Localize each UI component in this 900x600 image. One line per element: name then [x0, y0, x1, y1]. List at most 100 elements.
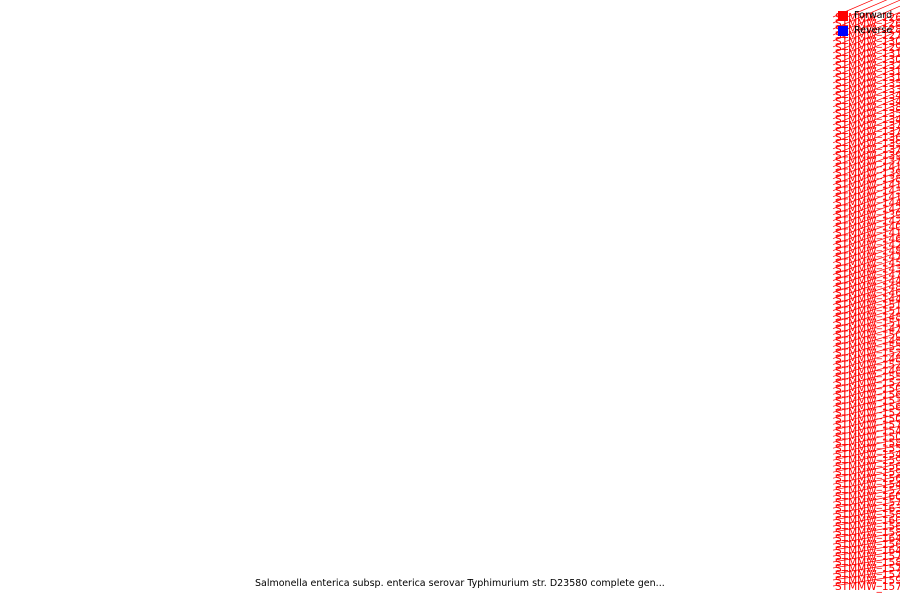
forward-gene-label[interactable]: STMMW_15901 [835, 455, 900, 467]
forward-gene-label[interactable]: STMMW_15001 [835, 329, 900, 341]
forward-gene-label[interactable]: STMMW_14141 [835, 162, 900, 174]
forward-gene-label[interactable]: STMMW_16091 [835, 515, 900, 527]
forward-gene-label[interactable]: STMMW_13031 [835, 54, 900, 66]
forward-gene-label[interactable]: STMMW_13621 [835, 132, 900, 144]
forward-gene-label[interactable]: STMMW_13911 [835, 150, 900, 162]
forward-gene-label[interactable]: STMMW_15461 [835, 479, 900, 491]
forward-gene-label[interactable]: STMMW_15741 [835, 419, 900, 431]
forward-gene-label[interactable]: STMMW_15701 [835, 551, 900, 563]
forward-gene-label[interactable]: STMMW_15851 [835, 437, 900, 449]
forward-gene-label[interactable]: STMMW_15271 [835, 377, 900, 389]
forward-gene-label[interactable]: STMMW_15121 [835, 306, 900, 318]
forward-gene-label[interactable]: STMMW_15291 [835, 485, 900, 497]
forward-gene-label[interactable]: STMMW_14151 [835, 180, 900, 192]
forward-gene-label[interactable]: STMMW_14261 [835, 240, 900, 252]
forward-gene-label[interactable]: STMMW_15521 [835, 371, 900, 383]
forward-gene-label[interactable]: STMMW_12801 [835, 24, 900, 36]
forward-gene-label[interactable]: STMMW_13731 [835, 126, 900, 138]
forward-gene-label[interactable]: STMMW_14871 [835, 282, 900, 294]
forward-gene-label[interactable]: STMMW_13981 [835, 210, 900, 222]
forward-gene-label[interactable]: STMMW_14421 [835, 276, 900, 288]
forward-gene-label[interactable]: STMMW_13471 [835, 114, 900, 126]
forward-gene-label[interactable]: STMMW_15081 [835, 431, 900, 443]
forward-gene-label[interactable]: STMMW_15401 [835, 449, 900, 461]
forward-gene-label[interactable]: STMMW_15821 [835, 509, 900, 521]
forward-gene-label[interactable]: STMMW_14801 [835, 335, 900, 347]
forward-gene-label[interactable]: STMMW_15621 [835, 539, 900, 551]
forward-gene-label[interactable]: STMMW_14201 [835, 204, 900, 216]
forward-gene-label[interactable]: STMMW_15611 [835, 389, 900, 401]
forward-gene-label[interactable]: STMMW_12651 [835, 18, 900, 30]
forward-gene-label[interactable]: STMMW_15241 [835, 407, 900, 419]
forward-gene-label[interactable]: STMMW_14761 [835, 324, 900, 336]
forward-gene-label[interactable]: STMMW_15711 [835, 563, 900, 575]
forward-gene-label[interactable]: STMMW_13121 [835, 48, 900, 60]
forward-gene-label[interactable]: STMMW_14821 [835, 353, 900, 365]
forward-gene-label[interactable]: STMMW_13211 [835, 60, 900, 72]
forward-gene-label[interactable]: STMMW_13401 [835, 96, 900, 108]
forward-gene-label[interactable]: STMMW_13921 [835, 138, 900, 150]
forward-gene-label[interactable]: STMMW_14701 [835, 252, 900, 264]
forward-gene-label[interactable]: STMMW_13801 [835, 174, 900, 186]
forward-gene-label[interactable]: STMMW_15881 [835, 557, 900, 569]
forward-gene-label[interactable]: STMMW_14361 [835, 186, 900, 198]
forward-gene-label[interactable]: STMMW_15011 [835, 413, 900, 425]
forward-gene-label[interactable]: STMMW_14531 [835, 258, 900, 270]
forward-gene-label[interactable]: STMMW_14171 [835, 228, 900, 240]
forward-gene-label[interactable]: STMMW_15391 [835, 395, 900, 407]
forward-gene-label[interactable]: STMMW_15041 [835, 383, 900, 395]
forward-gene-label[interactable]: STMMW_15981 [835, 575, 900, 587]
forward-gene-label[interactable]: STMMW_14791 [835, 270, 900, 282]
forward-gene-label[interactable]: STMMW_13711 [835, 120, 900, 132]
forward-gene-label[interactable]: STMMW_14891 [835, 312, 900, 324]
forward-gene-label[interactable]: STMMW_15591 [835, 443, 900, 455]
legend-reverse: Reverse [838, 23, 892, 38]
forward-gene-label[interactable]: STMMW_13511 [835, 78, 900, 90]
forward-swatch [838, 10, 848, 21]
forward-gene-label[interactable]: STMMW_15511 [835, 341, 900, 353]
forward-gene-label[interactable]: STMMW_16371 [835, 503, 900, 515]
forward-gene-label[interactable]: STMMW_14691 [835, 288, 900, 300]
forward-gene-label[interactable]: STMMW_15721 [835, 569, 900, 581]
forward-gene-label[interactable]: STMMW_13101 [835, 66, 900, 78]
forward-gene-label[interactable]: STMMW_16491 [835, 545, 900, 557]
forward-gene-label[interactable]: STMMW_12781 [835, 30, 900, 42]
forward-gene-label[interactable]: STMMW_15681 [835, 473, 900, 485]
gene-labels: STMMW_13281STMMW_13161STMMW_12961STMMW_1… [835, 12, 900, 593]
forward-gene-label[interactable]: STMMW_16471 [835, 533, 900, 545]
forward-gene-label[interactable]: STMMW_15971 [835, 467, 900, 479]
forward-gene-label[interactable]: STMMW_14051 [835, 222, 900, 234]
forward-gene-label[interactable]: STMMW_15261 [835, 359, 900, 371]
forward-gene-label[interactable]: STMMW_14491 [835, 294, 900, 306]
forward-gene-label[interactable]: STMMW_13791 [835, 144, 900, 156]
forward-gene-label[interactable]: STMMW_13051 [835, 36, 900, 48]
forward-gene-label[interactable]: STMMW_15731 [835, 581, 900, 593]
forward-gene-label[interactable]: STMMW_14881 [835, 246, 900, 258]
forward-gene-label[interactable]: STMMW_13721 [835, 156, 900, 168]
forward-gene-label[interactable]: STMMW_15861 [835, 527, 900, 539]
forward-gene-label[interactable]: STMMW_15151 [835, 300, 900, 312]
forward-gene-label[interactable]: STMMW_15791 [835, 497, 900, 509]
forward-gene-label[interactable]: STMMW_14161 [835, 192, 900, 204]
forward-gene-label[interactable]: STMMW_12941 [835, 42, 900, 54]
forward-gene-label[interactable]: STMMW_14411 [835, 198, 900, 210]
forward-gene-label[interactable]: STMMW_15171 [835, 318, 900, 330]
forward-gene-label[interactable]: STMMW_14651 [835, 234, 900, 246]
forward-gene-label[interactable]: STMMW_15471 [835, 425, 900, 437]
forward-gene-label[interactable]: STMMW_14321 [835, 264, 900, 276]
forward-gene-label[interactable]: STMMW_13451 [835, 90, 900, 102]
forward-gene-label[interactable]: STMMW_16051 [835, 491, 900, 503]
forward-gene-label[interactable]: STMMW_13811 [835, 102, 900, 114]
forward-gene-label[interactable]: STMMW_15601 [835, 521, 900, 533]
forward-gene-label[interactable]: STMMW_13561 [835, 108, 900, 120]
forward-gene-label[interactable]: STMMW_14291 [835, 216, 900, 228]
forward-gene-label[interactable]: STMMW_13181 [835, 72, 900, 84]
forward-gene-label[interactable]: STMMW_15251 [835, 347, 900, 359]
forward-gene-label[interactable]: STMMW_12641 [835, 12, 900, 24]
forward-gene-label[interactable]: STMMW_13931 [835, 168, 900, 180]
forward-gene-label[interactable]: STMMW_14831 [835, 365, 900, 377]
forward-gene-label[interactable]: STMMW_15671 [835, 461, 900, 473]
forward-gene-label[interactable]: STMMW_15661 [835, 401, 900, 413]
forward-gene-label[interactable]: STMMW_13381 [835, 84, 900, 96]
